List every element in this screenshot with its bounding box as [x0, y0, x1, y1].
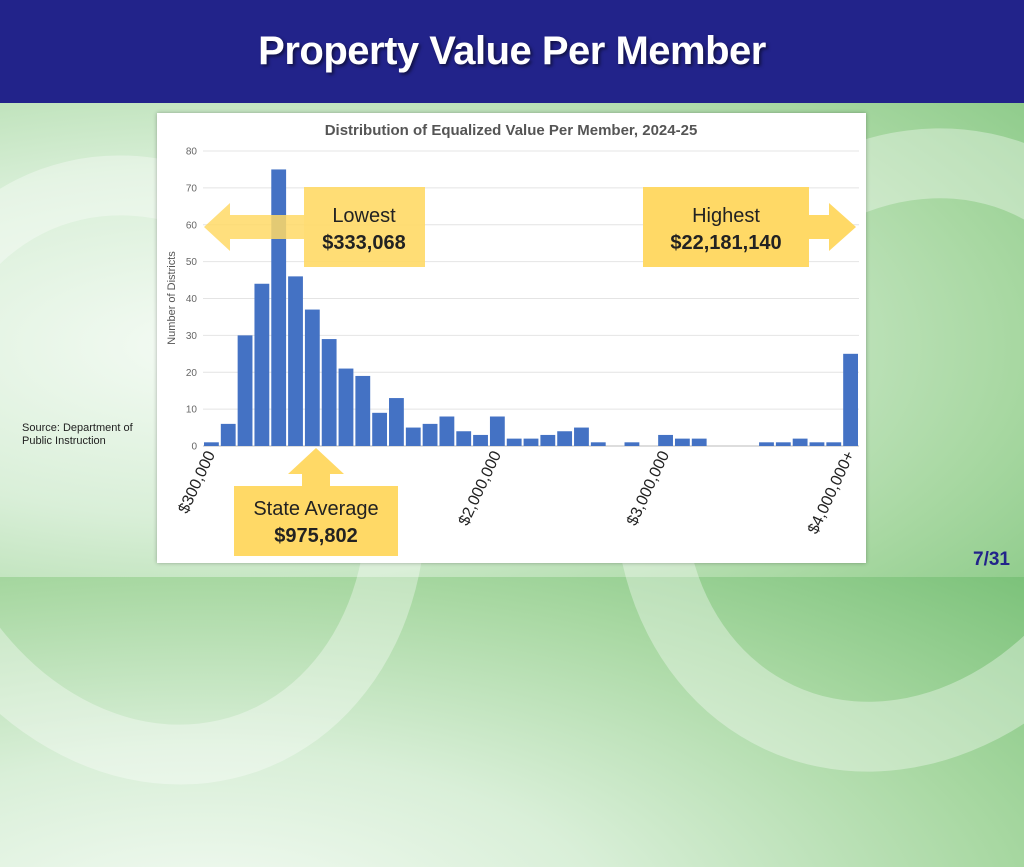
histogram-bar — [288, 276, 303, 446]
y-tick-label: 20 — [186, 368, 198, 379]
slide-header: Property Value Per Member — [0, 0, 1024, 103]
left-arrow-icon — [204, 203, 304, 251]
histogram-bar — [843, 353, 858, 446]
histogram-bar — [674, 438, 690, 446]
y-tick-label: 70 — [186, 183, 198, 194]
y-tick-label: 80 — [186, 147, 198, 158]
histogram-bar — [237, 335, 253, 446]
histogram-bar — [473, 434, 488, 446]
highest-value: $22,181,140 — [670, 232, 781, 254]
histogram-bar — [540, 434, 556, 446]
y-tick-label: 50 — [186, 257, 198, 268]
average-callout: State Average $975,802 — [234, 448, 398, 556]
histogram-bar — [691, 438, 707, 446]
chart-title: Distribution of Equalized Value Per Memb… — [325, 122, 698, 139]
x-tick-label: $4,000,000+ — [805, 449, 858, 537]
histogram-bar — [355, 375, 371, 446]
highest-label: Highest — [692, 205, 760, 227]
right-arrow-icon — [809, 203, 856, 251]
histogram-bar — [759, 442, 774, 446]
histogram-bar — [204, 442, 219, 446]
histogram-bar — [826, 442, 842, 446]
y-tick-label: 10 — [186, 405, 198, 416]
y-tick-label: 30 — [186, 331, 198, 342]
histogram-bar — [439, 416, 455, 446]
y-tick-label: 60 — [186, 220, 198, 231]
lowest-label: Lowest — [332, 205, 396, 227]
y-axis-label: Number of Districts — [166, 251, 178, 345]
histogram-bar — [422, 423, 438, 446]
histogram-bar — [574, 427, 589, 446]
histogram-bar — [523, 438, 539, 446]
histogram-bar — [775, 442, 791, 446]
chart-panel: Distribution of Equalized Value Per Memb… — [157, 113, 866, 563]
histogram-bar — [624, 442, 640, 446]
page-number: 7/31 — [973, 549, 1010, 570]
histogram-bar — [506, 438, 522, 446]
highest-callout: Highest $22,181,140 — [643, 187, 856, 267]
lowest-value: $333,068 — [322, 232, 405, 254]
histogram-bar — [590, 442, 606, 446]
histogram-bar — [254, 283, 270, 446]
up-arrow-icon — [288, 448, 344, 486]
x-tick-label: $300,000 — [175, 448, 219, 516]
x-tick-label: $3,000,000 — [624, 448, 673, 528]
lowest-callout: Lowest $333,068 — [204, 187, 425, 267]
histogram-bar — [304, 309, 320, 446]
histogram-bar — [389, 398, 404, 446]
histogram-bar — [456, 431, 472, 446]
average-value: $975,802 — [274, 525, 357, 547]
histogram-bar — [372, 412, 388, 446]
histogram-bar — [220, 423, 236, 446]
histogram-bar — [321, 339, 337, 446]
y-tick-label: 0 — [191, 442, 197, 453]
histogram-bar — [338, 368, 354, 446]
histogram-bar — [658, 434, 673, 446]
histogram-chart: Distribution of Equalized Value Per Memb… — [166, 122, 859, 556]
histogram-bar — [405, 427, 421, 446]
average-label: State Average — [253, 498, 378, 520]
histogram-bar — [271, 169, 287, 446]
x-tick-label: $2,000,000 — [456, 448, 505, 528]
histogram-bar — [792, 438, 808, 446]
histogram-bar — [809, 442, 825, 446]
slide-title: Property Value Per Member — [258, 29, 766, 73]
histogram-bar — [489, 416, 505, 446]
y-tick-label: 40 — [186, 294, 198, 305]
histogram-bar — [557, 431, 573, 446]
source-note: Source: Department of Public Instruction — [22, 422, 133, 447]
